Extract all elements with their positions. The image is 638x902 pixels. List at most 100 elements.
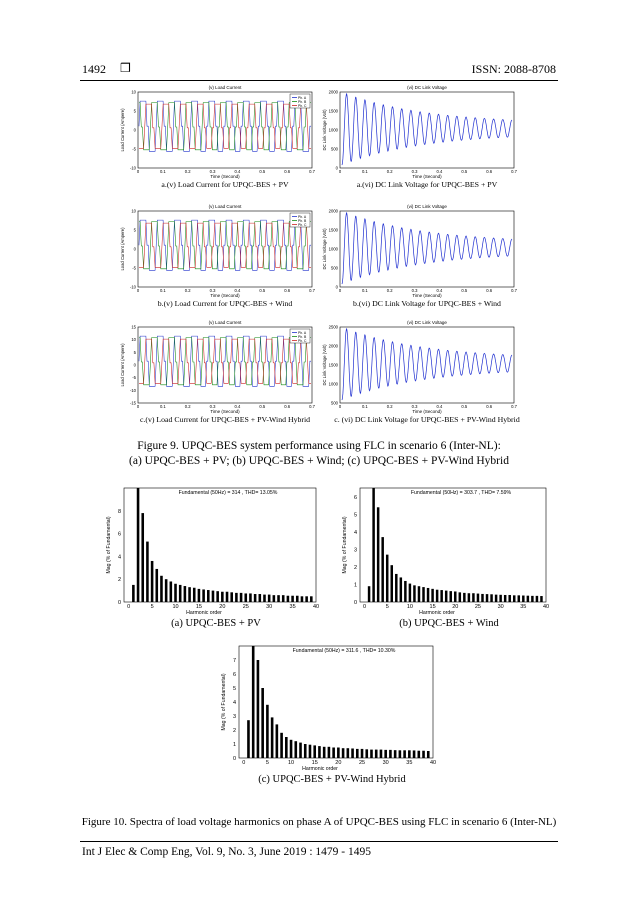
spectrum-2-xtick: 35 (520, 604, 526, 610)
load-current-1-legend-label: Ph. C (298, 104, 307, 108)
dc-link-1-xtick: 0.1 (362, 169, 368, 174)
spectrum-3-bar (285, 737, 288, 758)
spectrum-2-caption: (b) UPQC-BES + Wind (399, 618, 499, 629)
figure10-spectra: Fundamental (50Hz) = 314 , THD= 13.05% 0 5… (106, 487, 549, 785)
load-current-2-title: (v) Load Current (209, 204, 243, 209)
spectrum-3-bar (251, 646, 255, 758)
spectrum-2-bar (526, 595, 530, 602)
spectrum-3-xtick: 5 (266, 760, 269, 766)
spectrum-2-ytick: 5 (354, 512, 357, 518)
spectrum-2-bar (444, 590, 448, 602)
spectrum-3-bar (346, 748, 350, 758)
spectrum-3-xtick: 25 (359, 760, 365, 766)
spectrum-1-bar (178, 584, 182, 602)
load-current-2-phase-b-line (139, 221, 311, 270)
dc-link-1-ylabel: DC Link Voltage (Volt) (322, 109, 327, 151)
spectrum-3-ytick: 1 (233, 742, 236, 748)
spectrum-1-bar (141, 513, 145, 602)
spectrum-2-bar (467, 593, 471, 602)
dc-link-2-xtick: 0 (339, 288, 342, 293)
load-current-1-ylabel: Load Current (Ampere) (120, 108, 125, 152)
dc-link-3-xtick: 0.3 (412, 404, 418, 409)
dc-link-3-ytick: 2000 (329, 344, 339, 349)
dc-link-2-ytick: 2000 (329, 209, 339, 214)
spectrum-3-bar (294, 741, 298, 758)
spectrum-2-xtick: 40 (543, 604, 549, 610)
figure9-caption-line1: Figure 9. UPQC-BES system performance us… (137, 440, 501, 452)
load-current-3-frame (137, 326, 313, 404)
spectrum-1-ytick: 6 (118, 532, 121, 538)
load-current-3-ytick: 5 (134, 350, 137, 355)
dc-link-2-dc-link-line (341, 211, 513, 285)
spectrum-2-ytick: 3 (354, 547, 357, 553)
spectrum-3-ytick: 7 (233, 658, 236, 664)
spectrum-1-bar (239, 592, 243, 602)
spectrum-1-bar (244, 593, 248, 602)
spectrum-3-bar (332, 747, 335, 758)
spectrum-1-bar (263, 594, 266, 602)
spectrum-3-xtick: 15 (312, 760, 318, 766)
dc-link-3-xtick: 0 (339, 404, 342, 409)
dc-link-1-xtick: 0.2 (387, 169, 393, 174)
load-current-3-title: (v) Load Current (209, 320, 243, 325)
spectrum-2-bar (522, 595, 525, 602)
spectrum-2-xtick: 15 (430, 604, 436, 610)
load-current-1-ytick: -5 (132, 147, 136, 152)
spectrum-2-bar (458, 592, 462, 602)
load-current-2-legend-label: Ph. C (298, 223, 307, 227)
load-current-1-xtick: 0 (137, 169, 140, 174)
load-current-1-xtick: 0.1 (160, 169, 166, 174)
spectrum-3-bar (417, 750, 421, 758)
spectrum-2-bar (381, 537, 384, 602)
dc-link-3-dc-link-line (341, 327, 513, 401)
spectrum-2-bar (503, 594, 507, 602)
load-current-2-ylabel: Load Current (Ampere) (120, 227, 125, 271)
spectrum-3-ytick: 4 (233, 700, 236, 706)
load-current-3-caption: c.(v) Load Current for UPQC-BES + PV-Win… (140, 415, 310, 424)
load-current-1-caption: a.(v) Load Current for UPQC-BES + PV (161, 180, 289, 189)
load-current-1-title: (v) Load Current (209, 85, 243, 90)
spectrum-2-bar (435, 589, 439, 602)
load-current-3-phase-b-line (139, 337, 311, 386)
spectrum-3-xtick: 0 (242, 760, 245, 766)
dc-link-1-ytick: 2000 (329, 90, 339, 95)
dc-link-3-caption: c. (vi) DC Link Voltage for UPQC-BES + P… (334, 415, 520, 424)
spectrum-3-bar (275, 724, 279, 758)
issn: ISSN: 2088-8708 (471, 62, 556, 76)
spectrum-2-xtick: 0 (363, 604, 366, 610)
spectrum-2-bar (399, 577, 403, 602)
spectrum-1-bar (155, 568, 159, 602)
dc-link-3-xtick: 0.6 (486, 404, 492, 409)
dc-link-plot-3: (vi) DC Link Voltage25002000150010005000… (322, 320, 520, 424)
spectrum-3-xlabel: Harmonic order (302, 766, 338, 772)
dc-link-1-xtick: 0.4 (437, 169, 443, 174)
spectrum-2-xtick: 5 (386, 604, 389, 610)
spectrum-3-bar (389, 749, 392, 758)
spectrum-3-bar (374, 749, 378, 758)
load-current-3-legend-label: Ph. A (298, 331, 307, 335)
spectrum-1-xtick: 10 (172, 604, 178, 610)
spectrum-1-bar (253, 594, 257, 602)
spectrum-1-bar (295, 595, 299, 602)
load-current-3-ytick: 0 (134, 363, 137, 368)
spectrum-2-ytick: 1 (354, 582, 357, 588)
spectrum-3-bar (308, 744, 312, 758)
load-current-3-ytick: -15 (130, 401, 137, 406)
load-current-1-xtick: 0.7 (309, 169, 315, 174)
spectrum-2-bar (449, 591, 452, 602)
load-current-3-ytick: 10 (131, 337, 136, 342)
spectrum-1-bar (225, 591, 229, 602)
spectrum-3-ytick: 6 (233, 672, 236, 678)
dc-link-3-ytick: 500 (331, 401, 339, 406)
dc-link-1-xtick: 0.5 (461, 169, 467, 174)
load-current-3-xtick: 0 (137, 404, 140, 409)
dc-link-2-ytick: 500 (331, 266, 339, 271)
dc-link-3-ylabel: DC Link Voltage (Volt) (322, 344, 327, 386)
spectrum-2-bar (395, 573, 398, 602)
spectrum-1-xtick: 35 (290, 604, 296, 610)
dc-link-3-ytick: 1500 (329, 363, 339, 368)
spectrum-2-bar (426, 587, 430, 602)
